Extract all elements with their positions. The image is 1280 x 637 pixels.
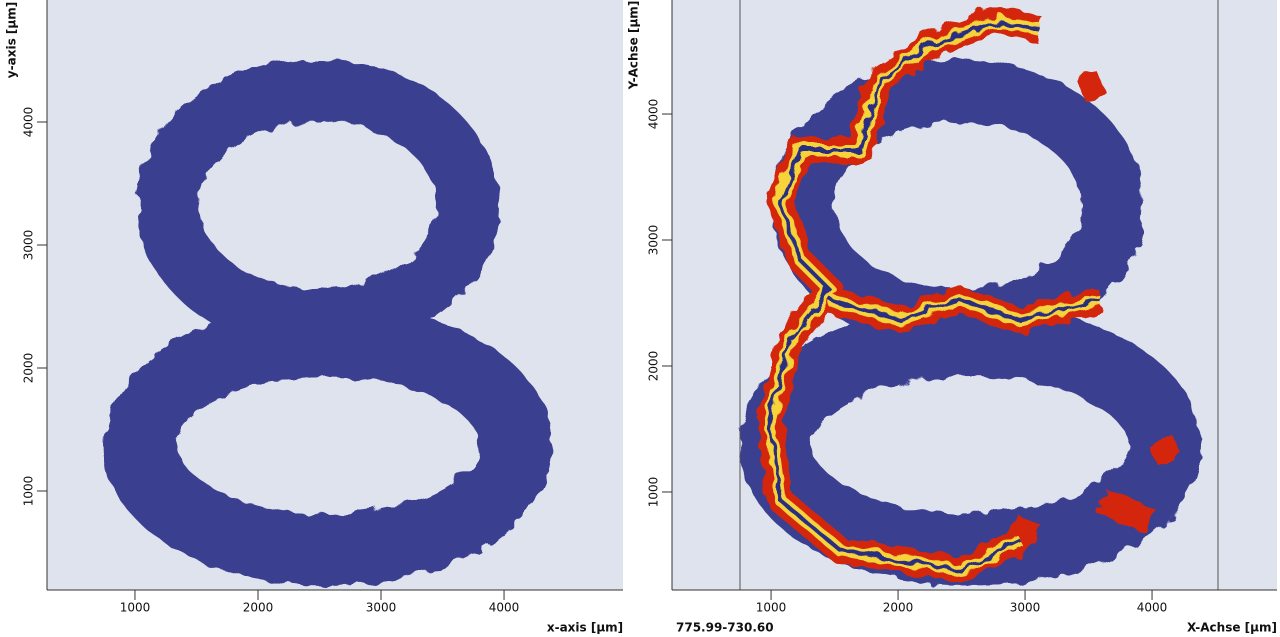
micrograph bbox=[47, 0, 623, 590]
y-tick-label: 3000 bbox=[22, 230, 36, 261]
annotation: 775.99-730.60 bbox=[676, 621, 774, 635]
x-tick-label: 2000 bbox=[883, 601, 914, 615]
x-tick-label: 1000 bbox=[120, 601, 151, 615]
y-tick-label: 2000 bbox=[22, 353, 36, 384]
y-tick-label: 3000 bbox=[647, 225, 661, 256]
x-tick-label: 1000 bbox=[756, 601, 787, 615]
y-tick-label: 4000 bbox=[22, 107, 36, 138]
y-tick-label: 1000 bbox=[647, 477, 661, 508]
y-tick-label: 4000 bbox=[647, 99, 661, 130]
y-tick-label: 1000 bbox=[22, 476, 36, 507]
axes: 1000 2000 3000 4000 1000 2000 3000 4000 x-axis [… bbox=[5, 0, 1277, 635]
x-tick-label: 3000 bbox=[366, 601, 397, 615]
y-axis-title: Y-Achse [µm] bbox=[627, 1, 641, 91]
x-tick-label: 3000 bbox=[1010, 601, 1041, 615]
x-tick-label: 2000 bbox=[243, 601, 274, 615]
x-tick-label: 4000 bbox=[489, 601, 520, 615]
x-axis-title: x-axis [µm] bbox=[547, 621, 623, 635]
y-tick-label: 2000 bbox=[647, 351, 661, 382]
x-tick-label: 4000 bbox=[1137, 601, 1168, 615]
micrograph-with-contours bbox=[672, 0, 1277, 590]
y-axis-title: y-axis [µm] bbox=[5, 2, 19, 78]
x-axis-title: X-Achse [µm] bbox=[1187, 621, 1277, 635]
